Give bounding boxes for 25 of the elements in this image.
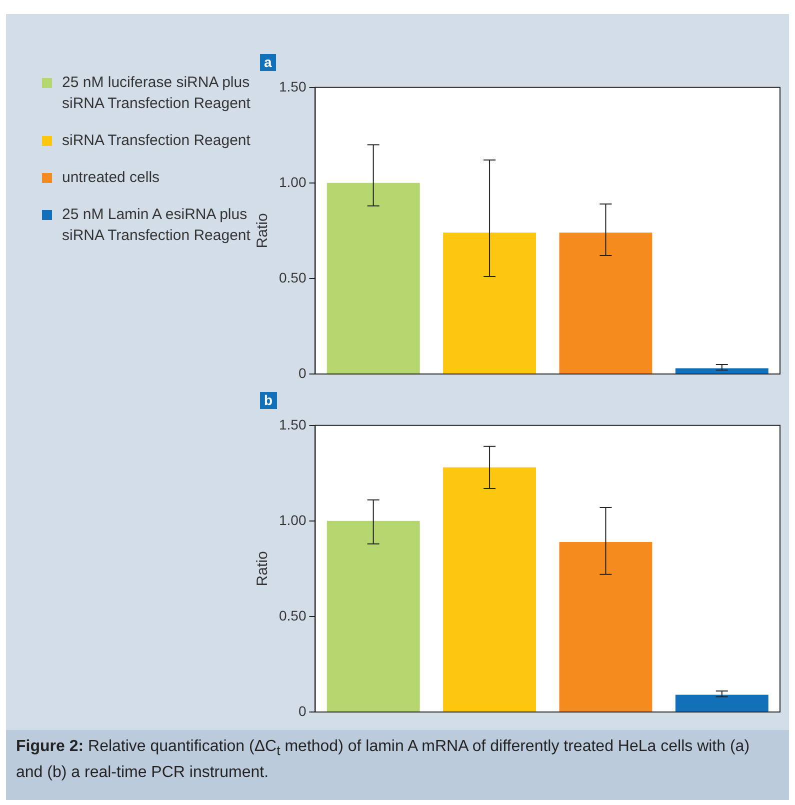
y-tick-label: 0 <box>298 364 306 381</box>
bar <box>559 542 652 712</box>
legend-label: siRNA Transfection Reagent <box>61 131 252 151</box>
y-tick-label: 0 <box>298 702 306 719</box>
legend-label: 25 nM luciferase siRNA plus siRNA Transfection Reagent <box>61 73 252 114</box>
bar <box>326 182 420 374</box>
chart-title: a <box>260 54 276 71</box>
chart-title: b <box>260 392 277 409</box>
legend-label: untreated cells <box>61 168 161 188</box>
bar <box>559 232 652 374</box>
caption: Figure 2: Relative quantification (ΔC$_{t}$ method) of lamin A mRNA of differently treated HeLa cells with (a) and (b) a real-time PCR instrument. <box>6 730 789 800</box>
y-tick-label: 0.50 <box>279 607 306 624</box>
y-tick-label: 1.50 <box>279 78 306 94</box>
y-axis-title: Ratio <box>254 213 272 248</box>
y-tick-label: 1.00 <box>279 512 306 528</box>
y-tick-label: 1.50 <box>279 416 306 432</box>
legend-label: 25 nM Lamin A esiRNA plus siRNA Transfection Reagent <box>62 206 250 244</box>
bar <box>443 467 536 712</box>
bar <box>675 368 768 374</box>
y-tick-label: 1.00 <box>279 174 306 190</box>
y-tick-label: 0.50 <box>279 269 306 286</box>
bar <box>675 694 768 712</box>
y-axis-title: Ratio <box>254 551 272 586</box>
bar <box>443 232 536 374</box>
bar <box>326 520 420 712</box>
